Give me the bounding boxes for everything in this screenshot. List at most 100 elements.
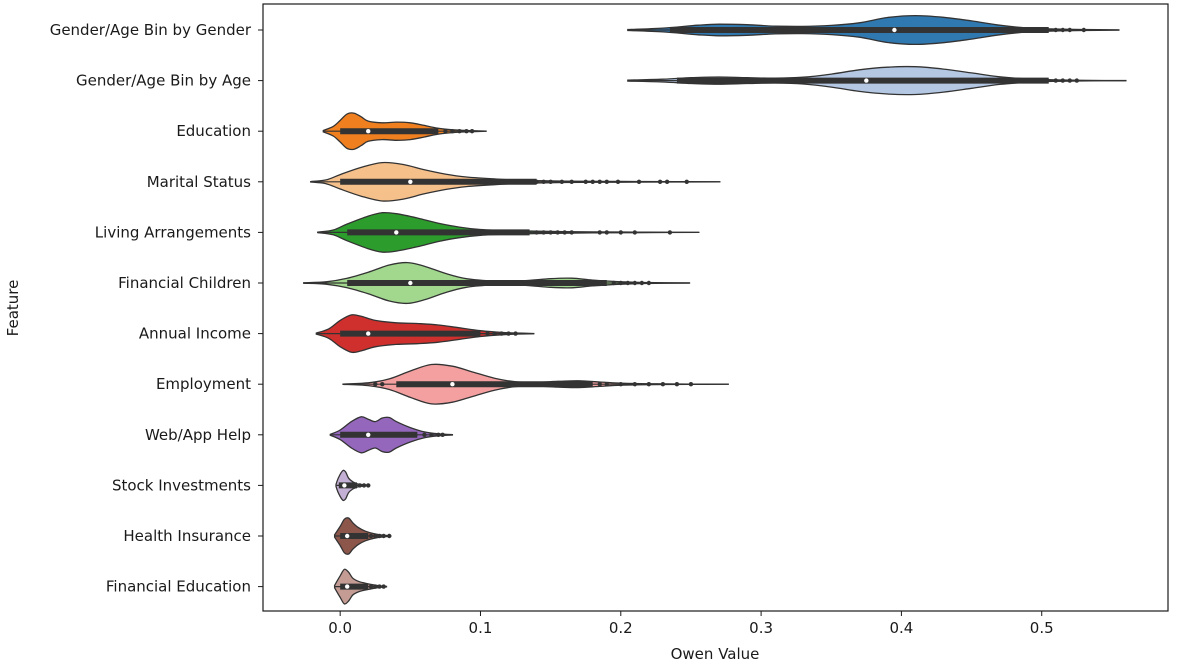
violin-point bbox=[443, 129, 448, 134]
violin-point bbox=[664, 179, 670, 184]
violin-point bbox=[361, 483, 367, 488]
violin-living-arrangements bbox=[317, 211, 700, 253]
violin-gender-age-bin-by-gender bbox=[627, 14, 1120, 46]
violin-point bbox=[559, 179, 565, 184]
x-tick-label: 0.4 bbox=[889, 619, 913, 637]
y-tick-label: Living Arrangements bbox=[95, 223, 251, 241]
violin-point bbox=[368, 533, 374, 539]
violin-point bbox=[548, 179, 553, 184]
violin-median bbox=[450, 382, 455, 387]
violin-point bbox=[373, 533, 378, 539]
violin-point bbox=[646, 382, 652, 387]
violin-annual-income bbox=[315, 314, 535, 354]
violin-point bbox=[688, 382, 694, 387]
violin-point bbox=[684, 179, 689, 184]
plot-frame bbox=[262, 3, 1169, 612]
violin-point bbox=[450, 129, 455, 134]
violin-point bbox=[597, 179, 602, 184]
y-tick-label: Education bbox=[176, 122, 251, 140]
violin-stock-investments bbox=[335, 469, 371, 502]
violin-point bbox=[429, 432, 434, 437]
violin-median bbox=[408, 280, 413, 286]
violin-point bbox=[373, 584, 378, 589]
y-axis-label: Feature bbox=[4, 280, 22, 337]
violin-point bbox=[604, 179, 609, 184]
violin-median bbox=[366, 331, 371, 336]
violin-point bbox=[625, 280, 631, 286]
violin-point bbox=[597, 382, 602, 387]
violin-web-app-help bbox=[329, 416, 454, 454]
violin-point bbox=[618, 280, 623, 286]
violin-point bbox=[541, 230, 546, 235]
y-tick-label: Web/App Help bbox=[145, 426, 251, 444]
x-tick-label: 0.5 bbox=[1030, 619, 1054, 637]
violin-point bbox=[1067, 27, 1072, 33]
violin-point bbox=[590, 179, 595, 184]
violin-median bbox=[394, 230, 399, 235]
violin-point bbox=[381, 584, 386, 589]
x-axis: 0.0 0.1 0.2 0.3 0.4 0.5 bbox=[328, 611, 1054, 637]
violin-point bbox=[464, 129, 469, 134]
violin-point bbox=[534, 230, 539, 235]
violin-point bbox=[422, 432, 427, 437]
violin-point bbox=[569, 179, 574, 184]
violin-point bbox=[377, 533, 382, 539]
violins-group bbox=[303, 14, 1127, 605]
violin-point bbox=[597, 230, 602, 235]
violin-point bbox=[387, 533, 392, 539]
violin-point bbox=[1074, 78, 1079, 83]
violin-financial-education bbox=[333, 568, 388, 605]
violin-point bbox=[381, 533, 386, 539]
violin-point bbox=[485, 331, 490, 336]
violin-point bbox=[373, 382, 378, 387]
violin-median bbox=[408, 179, 413, 184]
violin-point bbox=[632, 230, 638, 235]
violin-point bbox=[618, 230, 623, 235]
violin-median bbox=[342, 483, 347, 488]
violin-point bbox=[1053, 78, 1058, 83]
violin-point bbox=[534, 179, 539, 184]
violin-employment bbox=[342, 363, 729, 405]
violin-point bbox=[604, 382, 609, 387]
violin-point bbox=[492, 331, 497, 336]
violin-point bbox=[660, 382, 666, 387]
y-tick-label: Gender/Age Bin by Age bbox=[76, 72, 251, 90]
violin-median bbox=[344, 533, 350, 539]
violin-point bbox=[615, 179, 621, 184]
violin-point bbox=[674, 382, 680, 387]
x-tick-label: 0.2 bbox=[609, 619, 633, 637]
violin-point bbox=[366, 483, 371, 488]
violin-marital-status bbox=[310, 161, 721, 202]
violin-point bbox=[632, 382, 638, 387]
violin-point bbox=[436, 432, 441, 437]
violin-point bbox=[469, 129, 475, 134]
violin-financial-children bbox=[303, 261, 691, 305]
y-tick-label: Annual Income bbox=[139, 325, 251, 343]
y-tick-label: Stock Investments bbox=[112, 476, 251, 494]
violin-point bbox=[548, 230, 553, 235]
violin-point bbox=[639, 280, 645, 286]
violin-point bbox=[513, 331, 518, 336]
violin-point bbox=[657, 179, 663, 184]
violin-median bbox=[366, 432, 371, 437]
violin-point bbox=[636, 179, 642, 184]
violin-median bbox=[344, 584, 350, 589]
y-axis: Gender/Age Bin by Gender Gender/Age Bin b… bbox=[50, 21, 263, 596]
violin-median bbox=[892, 27, 897, 33]
violin-point bbox=[583, 179, 588, 184]
violin-point bbox=[604, 230, 609, 235]
violin-median bbox=[864, 78, 869, 83]
y-tick-label: Marital Status bbox=[147, 173, 251, 191]
violin-point bbox=[368, 584, 374, 589]
violin-point bbox=[611, 280, 616, 286]
violin-point bbox=[440, 432, 445, 437]
violin-point bbox=[1067, 78, 1072, 83]
violin-point bbox=[357, 483, 363, 488]
violin-point bbox=[667, 230, 673, 235]
violin-point bbox=[380, 382, 385, 387]
violin-point bbox=[499, 331, 504, 336]
violin-point bbox=[618, 382, 623, 387]
violin-education bbox=[322, 112, 487, 151]
y-tick-label: Gender/Age Bin by Gender bbox=[50, 21, 252, 39]
violin-point bbox=[555, 230, 560, 235]
